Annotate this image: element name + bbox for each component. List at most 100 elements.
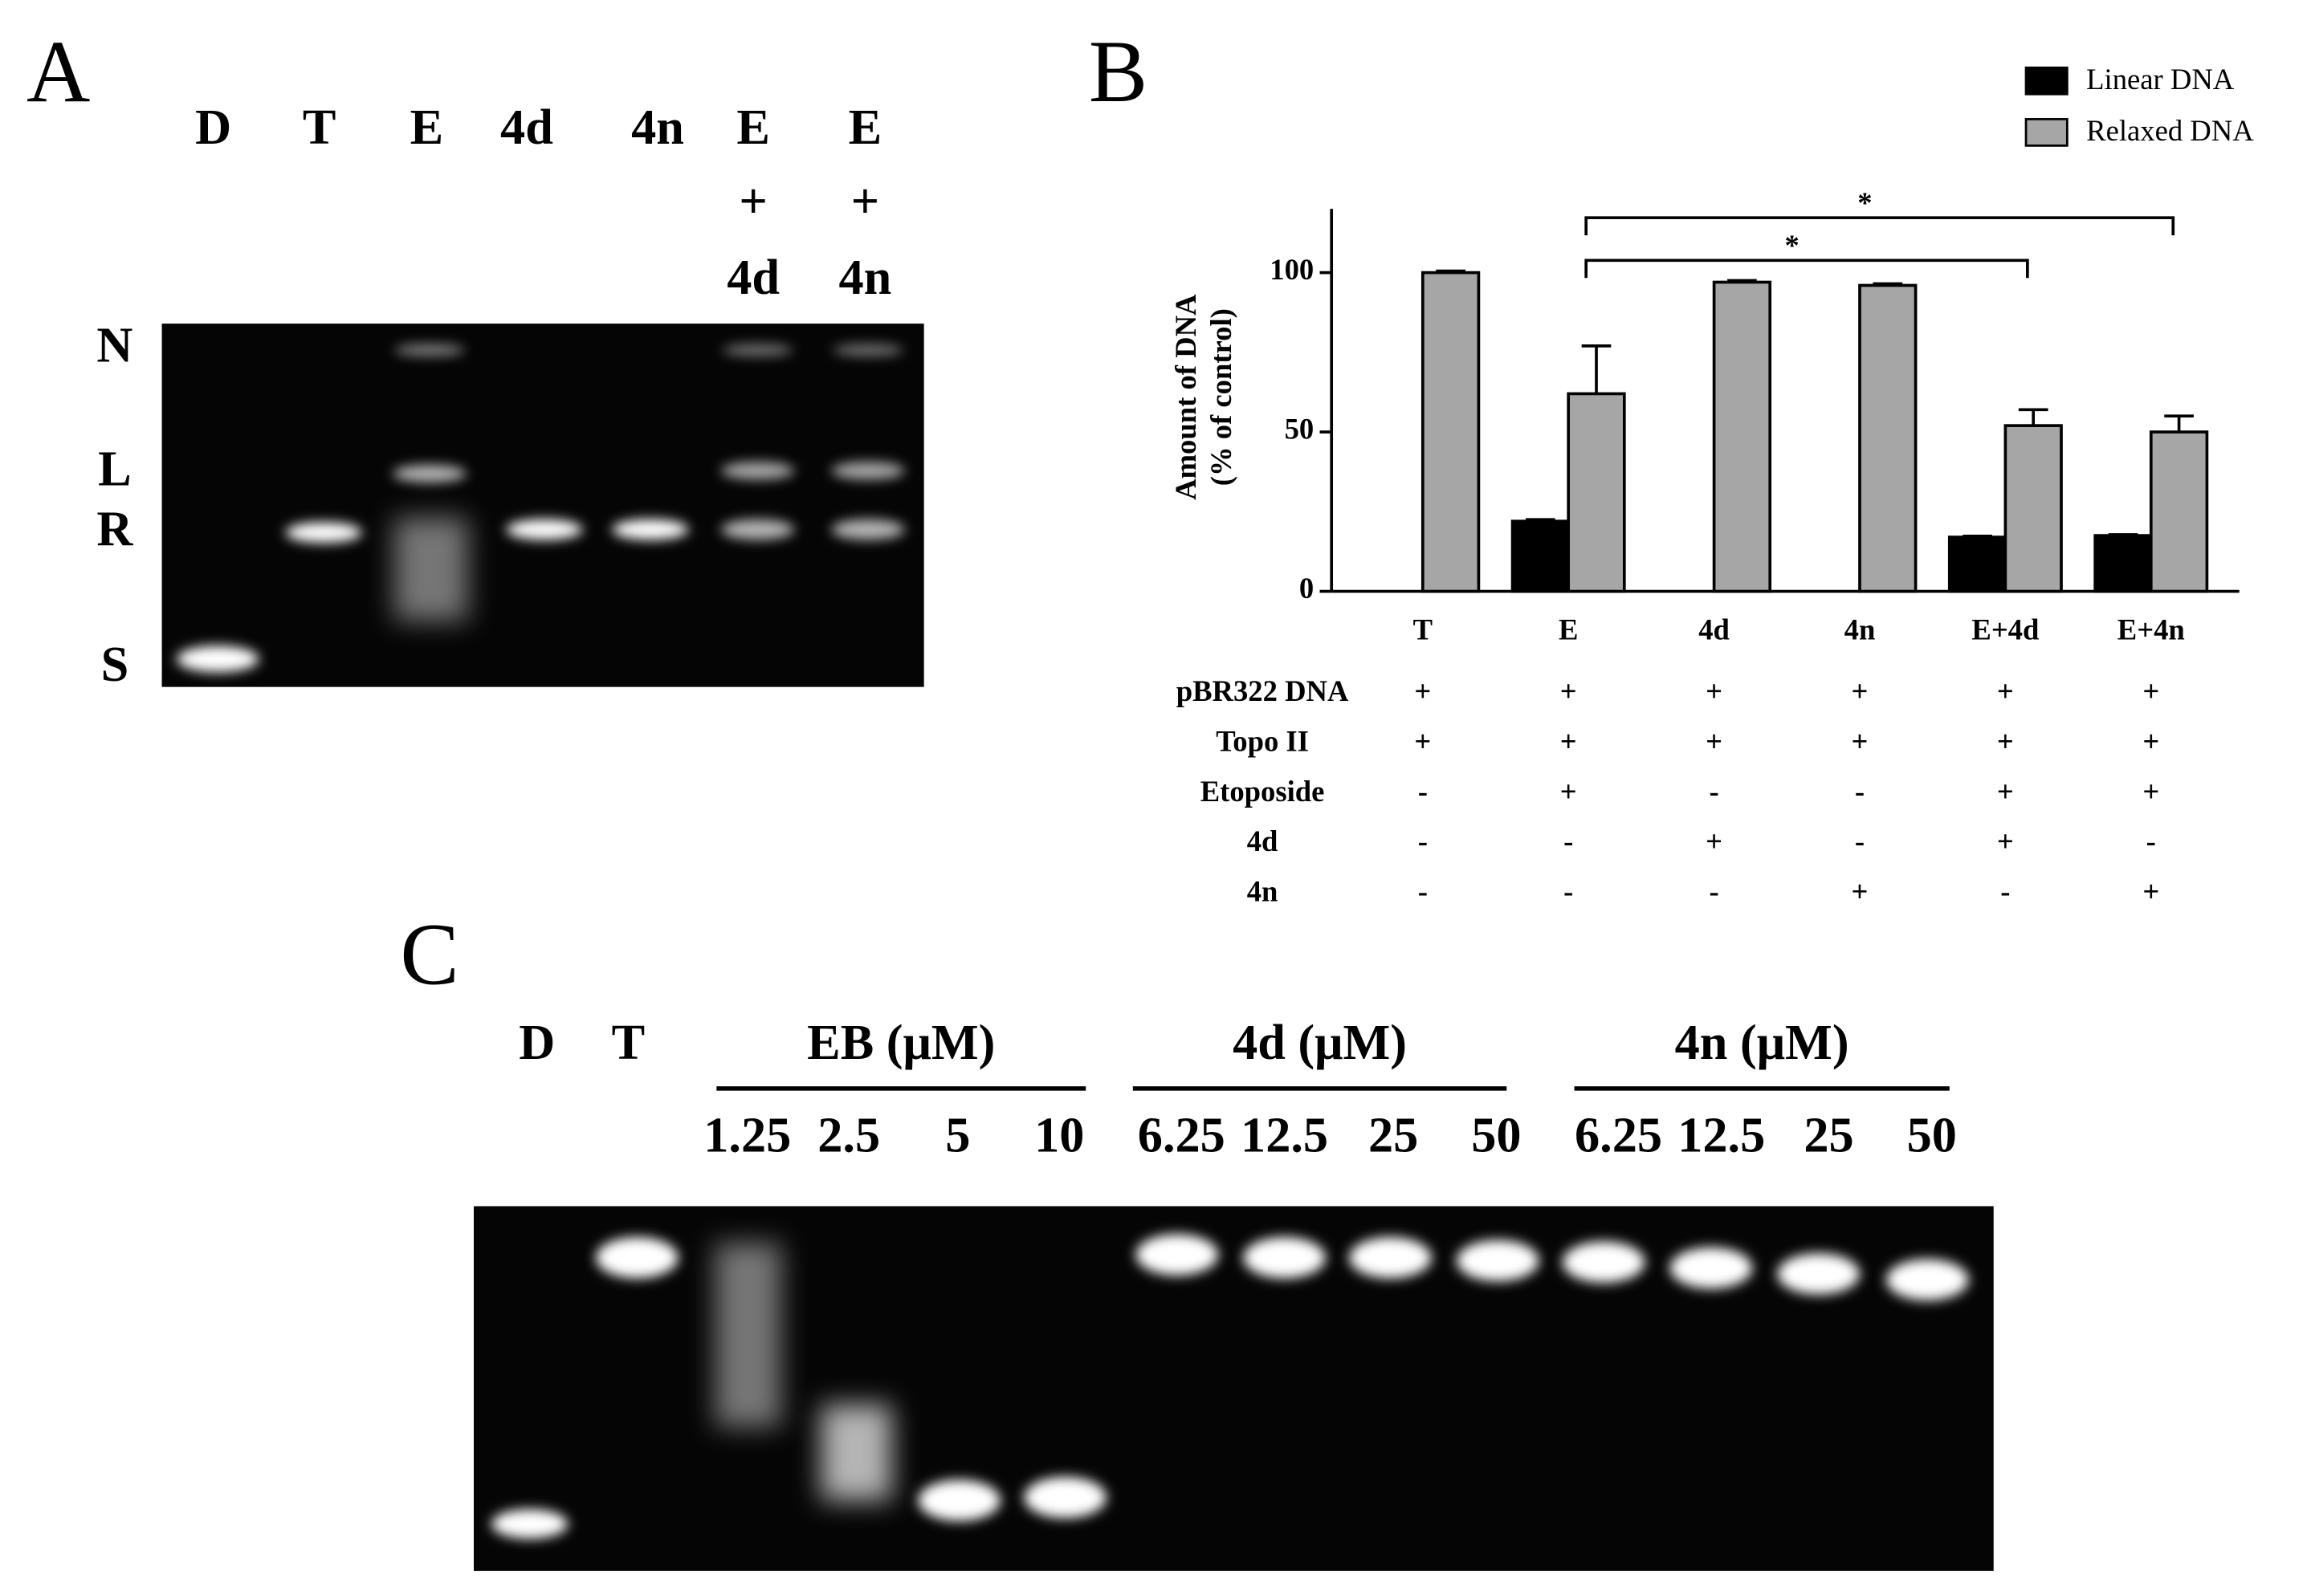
x-tick-label: 4n (1844, 613, 1876, 645)
error-bar (1963, 535, 1992, 538)
table-cell: + (1997, 775, 2014, 808)
lane-label: 4n (838, 250, 891, 305)
table-cell: + (1852, 725, 1869, 758)
legend-swatch (2024, 118, 2069, 147)
legend-swatch (2024, 66, 2069, 96)
lane-label: 4d (727, 250, 780, 305)
table-cell: - (1418, 824, 1428, 857)
concentration-label: 5 (945, 1107, 970, 1162)
row-label: Etoposide (1200, 775, 1325, 808)
group-label: 4n (μM) (1675, 1015, 1849, 1070)
error-bar (1436, 269, 1465, 273)
concentration-label: 25 (1804, 1107, 1853, 1162)
significance-label: * (1857, 186, 1872, 219)
table-cell: + (1997, 824, 2014, 857)
gel-a-bands (176, 344, 905, 673)
lane-label: E (736, 100, 770, 155)
gel-c-bands (491, 1234, 1969, 1539)
table-cell: + (2142, 725, 2159, 758)
table-cell: - (2000, 874, 2010, 907)
table-cell: - (1855, 775, 1865, 808)
table-cell: + (1560, 674, 1577, 707)
concentration-label: 12.5 (1677, 1107, 1765, 1162)
concentration-label: 25 (1368, 1107, 1418, 1162)
panel-label: B (1089, 22, 1147, 120)
y-label: Amount of DNA (% of control) (1169, 294, 1237, 500)
table-cell: + (1706, 824, 1722, 857)
table-cell: + (2142, 874, 2159, 907)
table-cell: + (1706, 674, 1722, 707)
group-label: 4d (μM) (1233, 1015, 1407, 1070)
bar (2003, 424, 2063, 593)
table-cell: + (1414, 725, 1431, 758)
significance-label: * (1785, 229, 1800, 262)
bar (2093, 534, 2153, 593)
lane-label: T (612, 1015, 646, 1070)
error-bar (1581, 344, 1612, 394)
group-label: EB (μM) (807, 1015, 995, 1070)
table-cell: - (2146, 824, 2156, 857)
y-tick-label: 100 (1270, 253, 1314, 286)
lane-label: + (739, 173, 768, 229)
table-cell: + (1560, 775, 1577, 808)
error-bar (2018, 408, 2048, 426)
table-cell: - (1418, 874, 1428, 907)
bar (1567, 392, 1626, 593)
concentration-label: 6.25 (1138, 1107, 1225, 1162)
error-bar (1526, 518, 1555, 522)
gel-c (473, 1206, 1994, 1571)
y-label-line: Amount of DNA (1169, 294, 1202, 500)
concentration-label: 12.5 (1241, 1107, 1328, 1162)
row-label: pBR322 DNA (1176, 674, 1349, 707)
lane-label: E (410, 100, 444, 155)
concentration-label: 6.25 (1575, 1107, 1662, 1162)
bar (1510, 519, 1571, 593)
row-label: 4d (1247, 824, 1278, 857)
band-label: S (101, 637, 129, 692)
x-tick-label: E (1559, 613, 1578, 645)
table-cell: + (2142, 775, 2159, 808)
panel-label: C (400, 905, 459, 1003)
table-cell: - (1563, 874, 1573, 907)
bar (1947, 535, 2007, 593)
row-label: Topo II (1216, 725, 1309, 758)
row-label: 4n (1247, 874, 1278, 907)
table-cell: + (1706, 725, 1722, 758)
table-cell: + (2142, 674, 2159, 707)
lane-label: 4n (631, 100, 684, 155)
concentration-label: 2.5 (817, 1107, 880, 1162)
concentration-label: 50 (1471, 1107, 1521, 1162)
panel-label: A (26, 22, 90, 120)
table-cell: + (1852, 674, 1869, 707)
x-tick-label: E+4d (1971, 613, 2039, 645)
lane-label: T (303, 100, 336, 155)
y-tick-label: 50 (1285, 412, 1315, 445)
band-label: N (96, 317, 132, 373)
bar (1858, 283, 1918, 593)
bar (2149, 430, 2209, 593)
legend-label: Linear DNA (2086, 63, 2235, 96)
bar (1712, 280, 1772, 593)
table-cell: + (1414, 674, 1431, 707)
concentration-label: 10 (1034, 1107, 1084, 1162)
bar (1420, 271, 1481, 593)
lane-label: D (519, 1015, 555, 1070)
gel-a (161, 324, 924, 687)
table-cell: + (1997, 725, 2014, 758)
table-cell: - (1418, 775, 1428, 808)
x-tick-label: E+4n (2117, 613, 2185, 645)
concentration-label: 50 (1907, 1107, 1957, 1162)
band-label: R (96, 501, 133, 556)
lane-label: E (849, 100, 882, 155)
legend-label: Relaxed DNA (2086, 114, 2254, 147)
y-tick-label: 0 (1299, 572, 1314, 605)
error-bar (2164, 414, 2194, 433)
table-cell: - (1709, 775, 1718, 808)
y-label-line: (% of control) (1204, 308, 1237, 486)
significance-bracket (1584, 216, 2175, 236)
error-bar (1727, 279, 1757, 283)
lane-label: D (195, 100, 231, 155)
table-cell: + (1997, 674, 2014, 707)
